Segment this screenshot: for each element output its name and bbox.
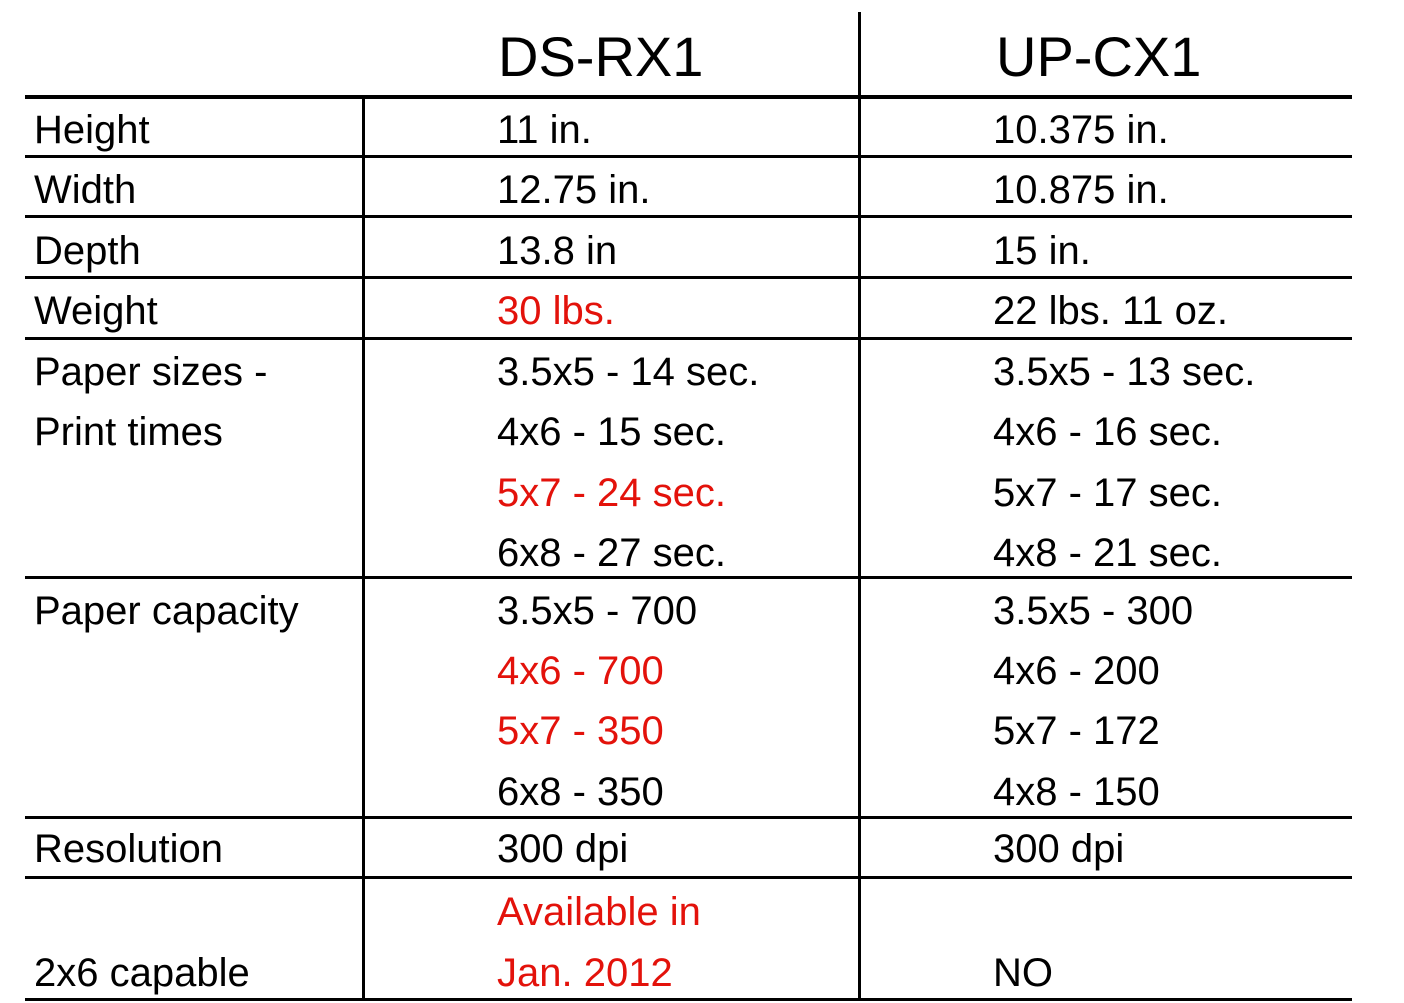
up-cx1-value: 4x6 - 200 [993,649,1160,693]
table-rule [25,876,1352,879]
column-header-up-cx1: UP-CX1 [996,25,1202,88]
ds-rx1-value: 11 in. [497,108,592,152]
ds-rx1-value: 3.5x5 - 14 sec. [497,350,760,394]
up-cx1-value: 3.5x5 - 13 sec. [993,350,1256,394]
row-label: Print times [34,410,223,454]
column-header-ds-rx1: DS-RX1 [498,25,704,88]
table-rule [25,215,1352,218]
up-cx1-value: 10.875 in. [993,168,1169,212]
column-rule [858,12,861,1001]
ds-rx1-value: 4x6 - 15 sec. [497,410,727,454]
up-cx1-value: 5x7 - 172 [993,709,1160,753]
up-cx1-value: 22 lbs. 11 oz. [993,289,1228,333]
table-rule [25,816,1352,819]
up-cx1-value: 4x6 - 16 sec. [993,410,1223,454]
row-label: Depth [34,229,141,273]
column-rule [362,96,365,1001]
row-label: Weight [34,289,158,333]
ds-rx1-value-highlight: 30 lbs. [497,289,615,333]
up-cx1-value: 300 dpi [993,827,1125,871]
row-label: Width [34,168,137,212]
ds-rx1-value: 300 dpi [497,827,629,871]
ds-rx1-value: 6x8 - 350 [497,770,664,814]
row-label: Resolution [34,827,224,871]
up-cx1-value: 4x8 - 21 sec. [993,531,1223,575]
up-cx1-value: 15 in. [993,229,1091,273]
table-rule [25,95,1352,99]
ds-rx1-value: 12.75 in. [497,168,651,212]
ds-rx1-value-highlight: Available in [497,890,701,934]
row-label: 2x6 capable [34,951,250,995]
table-rule [25,576,1352,579]
table-rule [25,998,1352,1001]
ds-rx1-value: 3.5x5 - 700 [497,589,698,633]
up-cx1-value: 5x7 - 17 sec. [993,471,1223,515]
table-rule [25,337,1352,340]
ds-rx1-value-highlight: 4x6 - 700 [497,649,664,693]
table-rule [25,276,1352,279]
row-label: Paper capacity [34,589,299,633]
ds-rx1-value-highlight: 5x7 - 24 sec. [497,471,727,515]
ds-rx1-value: 13.8 in [497,229,618,273]
up-cx1-value: NO [993,951,1053,995]
ds-rx1-value-highlight: 5x7 - 350 [497,709,664,753]
ds-rx1-value-highlight: Jan. 2012 [497,951,673,995]
up-cx1-value: 10.375 in. [993,108,1169,152]
row-label: Paper sizes - [34,350,268,394]
row-label: Height [34,108,150,152]
table-rule [25,155,1352,158]
up-cx1-value: 3.5x5 - 300 [993,589,1194,633]
ds-rx1-value: 6x8 - 27 sec. [497,531,727,575]
up-cx1-value: 4x8 - 150 [993,770,1160,814]
